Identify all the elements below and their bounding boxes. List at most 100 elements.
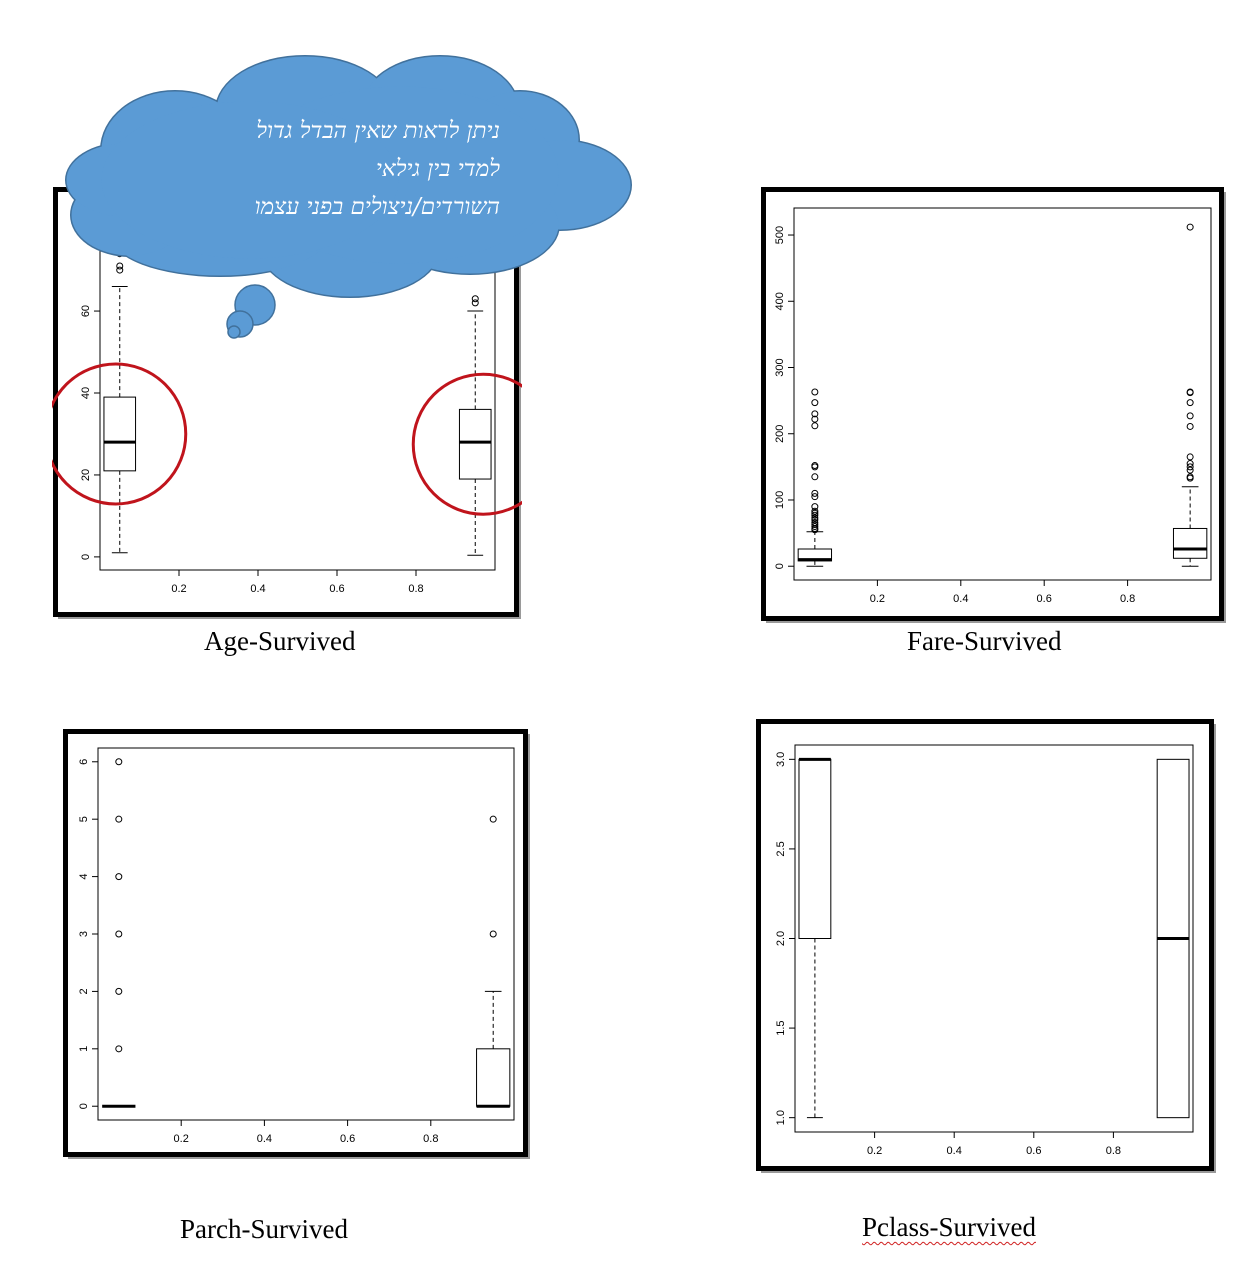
outlier-point	[811, 422, 819, 430]
y-tick-label: 80	[80, 223, 92, 235]
outlier-point	[115, 1045, 123, 1053]
y-tick-label: 0	[78, 1103, 90, 1109]
outlier-point	[811, 410, 819, 418]
x-tick-label: 0.4	[953, 593, 968, 605]
box-iqr	[476, 1048, 511, 1107]
box-iqr	[1172, 527, 1208, 559]
x-tick-label: 0.6	[1026, 1145, 1041, 1157]
outlier-point	[811, 511, 819, 519]
boxplot-group	[1156, 758, 1190, 1119]
y-tick-label: 2.5	[775, 841, 787, 856]
outlier-point	[811, 489, 819, 497]
y-tick-label: 20	[80, 469, 92, 481]
outlier-point	[811, 462, 819, 470]
y-tick-label: 5	[78, 816, 90, 822]
pclass-survived-chart: 0.2 0.4 0.6 0.8 1.0 1.5 2.0 2.5 3.0	[755, 718, 1217, 1174]
outlier-point	[811, 516, 819, 524]
fare-survived-plot: 0.2 0.4 0.6 0.8 0 100 200 300 400 500	[761, 187, 1226, 623]
y-tick-label: 500	[774, 226, 786, 244]
box-iqr	[103, 396, 137, 472]
outlier-point	[471, 295, 479, 303]
x-tick-label: 0.2	[171, 583, 186, 595]
callout-text: ניתן לראות שאין הבדל גדול למדי בין גילאי…	[170, 112, 500, 226]
outlier-point	[489, 815, 497, 823]
y-tick-label: 1	[78, 1046, 90, 1052]
outlier-point	[1186, 473, 1194, 481]
pclass-survived-plot: 0.2 0.4 0.6 0.8 1.0 1.5 2.0 2.5 3.0	[756, 719, 1216, 1173]
x-tick-label: 0.6	[329, 583, 344, 595]
age-survived-plot: 0.2 0.4 0.6 0.8 0 20 40 60 80	[52, 187, 522, 619]
y-tick-label: 1.0	[775, 1110, 787, 1125]
fare-survived-chart: 0.2 0.4 0.6 0.8 0 100 200 300 400 500	[760, 186, 1227, 624]
parch-survived-plot: 0.2 0.4 0.6 0.8 0 1 2 3 4 5 6	[63, 729, 530, 1159]
x-tick-label: 0.8	[1106, 1145, 1121, 1157]
outlier-point	[811, 388, 819, 396]
outlier-point	[811, 522, 819, 530]
y-tick-label: 200	[774, 425, 786, 443]
boxplot-group	[476, 815, 511, 1108]
outlier-point	[1186, 453, 1194, 461]
plot-area	[793, 207, 1212, 581]
outlier-point	[115, 815, 123, 823]
x-tick-label: 0.4	[257, 1133, 272, 1145]
outlier-point	[1186, 388, 1194, 396]
age-survived-chart: 0.2 0.4 0.6 0.8 0 20 40 60 80	[52, 186, 522, 620]
x-tick-label: 0.4	[250, 583, 265, 595]
outlier-point	[115, 873, 123, 881]
highlight-circle	[52, 362, 188, 506]
panel-frame	[756, 719, 1214, 1171]
panel-frame	[63, 729, 528, 1157]
boxplot-group	[1172, 223, 1208, 567]
y-tick-label: 400	[774, 292, 786, 310]
y-tick-label: 60	[80, 305, 92, 317]
outlier-point	[115, 758, 123, 766]
y-tick-label: 100	[774, 491, 786, 509]
x-tick-label: 0.6	[1037, 593, 1052, 605]
outlier-point	[811, 520, 819, 528]
x-tick-label: 0.6	[340, 1133, 355, 1145]
boxplot-group	[458, 295, 492, 556]
outlier-point	[811, 509, 819, 517]
y-tick-label: 300	[774, 358, 786, 376]
outlier-point	[1186, 460, 1194, 468]
x-tick-label: 0.2	[870, 593, 885, 605]
outlier-point	[489, 930, 497, 938]
boxplot-group	[103, 250, 137, 554]
outlier-point	[115, 930, 123, 938]
x-tick-label: 0.2	[174, 1133, 189, 1145]
panel-frame	[761, 187, 1224, 621]
boxplot-group	[797, 388, 833, 567]
y-tick-label: 2	[78, 988, 90, 994]
outlier-point	[811, 519, 819, 527]
y-tick-label: 4	[78, 874, 90, 880]
x-tick-label: 0.8	[1120, 593, 1135, 605]
parch-survived-caption: Parch-Survived	[180, 1214, 348, 1244]
outlier-point	[1186, 412, 1194, 420]
boxplot-group	[798, 757, 832, 1119]
outlier-point	[115, 987, 123, 995]
highlight-circle	[411, 372, 522, 516]
y-tick-label: 3	[78, 931, 90, 937]
y-tick-label: 40	[80, 387, 92, 399]
outlier-point	[1186, 399, 1194, 407]
outlier-point	[811, 493, 819, 501]
pclass-survived-caption: Pclass-Survived	[862, 1212, 1036, 1242]
outlier-point	[811, 503, 819, 511]
box-iqr	[798, 758, 832, 940]
callout-line: למדי בין גילאי	[375, 156, 500, 182]
fare-survived-caption: Fare-Survived	[907, 626, 1062, 656]
y-tick-label: 6	[78, 759, 90, 765]
y-tick-label: 0	[80, 554, 92, 560]
outlier-point	[1186, 422, 1194, 430]
y-tick-label: 2.0	[775, 931, 787, 946]
outlier-point	[471, 299, 479, 307]
callout-line: ניתן לראות שאין הבדל גדול	[256, 118, 500, 144]
outlier-point	[811, 473, 819, 481]
outlier-point	[811, 507, 819, 515]
age-survived-caption: Age-Survived	[204, 626, 356, 656]
outlier-point	[811, 415, 819, 423]
x-tick-label: 0.8	[408, 583, 423, 595]
x-tick-label: 0.4	[947, 1145, 962, 1157]
callout-line: השורדים/ניצולים בפני עצמו	[254, 194, 500, 220]
y-tick-label: 1.5	[775, 1020, 787, 1035]
